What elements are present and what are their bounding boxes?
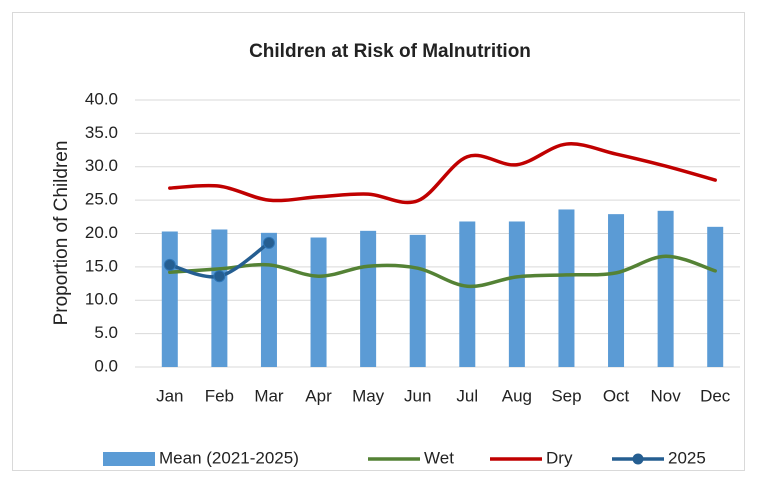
legend-label: 2025 — [668, 448, 706, 467]
line — [168, 142, 717, 205]
bar — [459, 221, 476, 367]
y-tick-label: 5.0 — [94, 323, 118, 342]
y-tick-label: 30.0 — [85, 156, 118, 175]
legend-swatch — [103, 452, 155, 466]
bar — [260, 232, 277, 367]
x-tick-label: Feb — [205, 386, 234, 405]
x-tick-label: Mar — [254, 386, 284, 405]
x-tick-label: Apr — [305, 386, 332, 405]
y-tick-label: 10.0 — [85, 290, 118, 309]
x-tick-label: May — [352, 386, 385, 405]
legend-marker — [632, 453, 644, 465]
line — [168, 254, 717, 289]
legend-label: Dry — [546, 448, 573, 467]
y-tick-label: 15.0 — [85, 256, 118, 275]
y-tick-label: 40.0 — [85, 89, 118, 108]
legend-label: Wet — [424, 448, 454, 467]
line-marker — [163, 258, 176, 271]
x-tick-label: Aug — [502, 386, 532, 405]
x-tick-label: Jan — [156, 386, 183, 405]
x-tick-label: Oct — [603, 386, 630, 405]
bar — [558, 209, 575, 367]
x-tick-label: Sep — [551, 386, 581, 405]
y-tick-label: 25.0 — [85, 190, 118, 209]
bar — [211, 229, 228, 367]
chart-title: Children at Risk of Malnutrition — [249, 41, 531, 62]
y-tick-label: 20.0 — [85, 223, 118, 242]
x-tick-label: Jul — [456, 386, 478, 405]
bar — [657, 210, 674, 367]
bar — [360, 230, 377, 367]
bar — [409, 234, 426, 367]
line-marker — [213, 270, 226, 283]
y-axis-label: Proportion of Children — [51, 141, 72, 326]
x-tick-label: Nov — [651, 386, 682, 405]
legend-label: Mean (2021-2025) — [159, 448, 299, 467]
line-marker — [262, 236, 275, 249]
bar — [608, 214, 625, 367]
y-tick-label: 0.0 — [94, 356, 118, 375]
x-tick-label: Dec — [700, 386, 731, 405]
bar — [707, 226, 724, 367]
y-tick-label: 35.0 — [85, 123, 118, 142]
x-tick-label: Jun — [404, 386, 431, 405]
bar — [310, 237, 327, 367]
bar — [161, 231, 178, 367]
bar — [508, 221, 525, 367]
